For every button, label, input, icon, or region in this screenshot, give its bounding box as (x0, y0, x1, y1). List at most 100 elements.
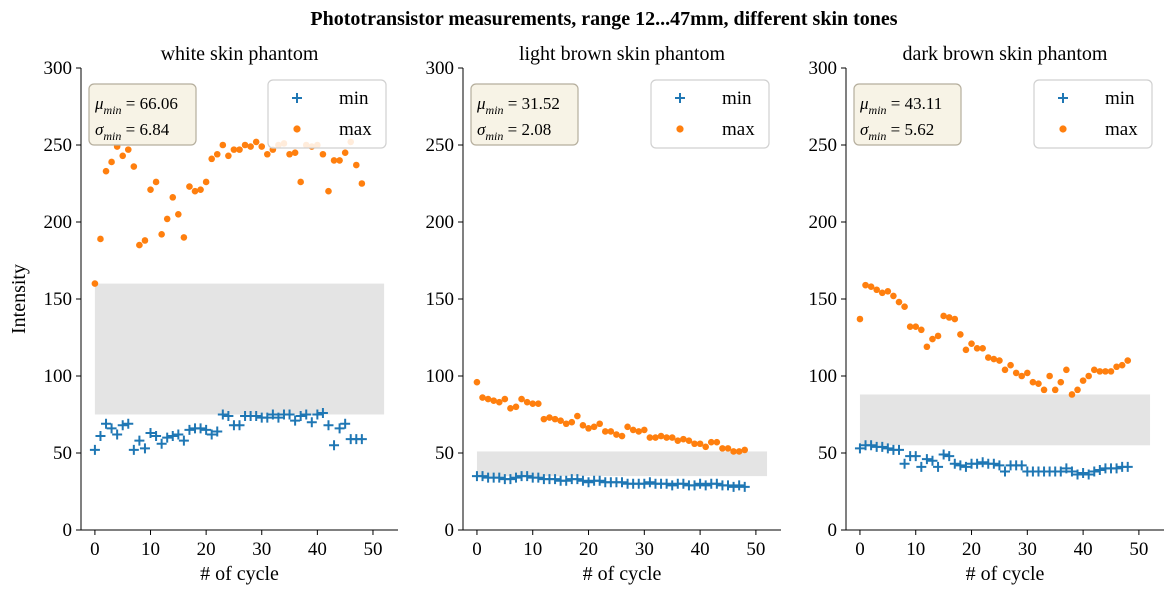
series-min (471, 471, 750, 492)
data-point-max (730, 448, 737, 455)
data-point-max (102, 167, 110, 175)
data-point-min (972, 458, 983, 469)
y-axis-label: Intensity (8, 264, 30, 334)
chart-panel-2: 0 50 100 150 200 250 300 0 10 20 30 40 50 # of cycle l… (426, 43, 781, 585)
legend: min max (267, 79, 387, 149)
data-point-max (934, 332, 942, 340)
y-tick-label: 50 (435, 443, 454, 464)
stat-sigma: σmin = 5.62 (860, 120, 934, 143)
data-point-max (291, 149, 299, 156)
data-point-max (180, 234, 188, 241)
data-point-min (728, 481, 739, 492)
data-point-max (641, 426, 648, 434)
data-point-min (334, 423, 345, 434)
data-point-max (1118, 361, 1126, 369)
data-point-max (124, 146, 132, 153)
data-point-min (949, 458, 960, 469)
data-point-min (1000, 466, 1010, 477)
x-tick-label: 30 (1018, 539, 1037, 560)
data-point-min (561, 475, 572, 486)
data-point-min (882, 443, 893, 454)
data-point-min (340, 418, 351, 429)
data-point-min (178, 435, 189, 446)
y-tick-label: 50 (818, 443, 837, 464)
data-point-max (596, 420, 603, 428)
data-point-min (921, 454, 932, 465)
y-tick-label: 250 (44, 135, 73, 156)
data-point-min (916, 461, 927, 472)
figure-suptitle: Phototransistor measurements, range 12..… (310, 8, 897, 30)
data-point-max (923, 343, 931, 351)
data-point-min (505, 474, 516, 485)
y-tick-label: 250 (809, 135, 838, 156)
data-point-max (507, 405, 514, 412)
data-point-min (711, 478, 722, 489)
x-axis-label: # of cycle (200, 563, 279, 585)
x-tick-label: 10 (906, 539, 925, 560)
data-point-max (1035, 380, 1042, 388)
data-point-min (866, 440, 877, 451)
data-point-min (944, 451, 955, 462)
data-point-min (689, 480, 700, 491)
data-point-min (1072, 469, 1083, 480)
stat-sigma: σmin = 2.08 (477, 120, 551, 143)
y-tick-label: 300 (809, 58, 838, 79)
data-point-max (147, 186, 154, 193)
stats-box: μmin = 66.06 σmin = 6.84 (88, 83, 197, 146)
data-point-max (562, 420, 570, 428)
y-tick-label: 200 (44, 212, 73, 233)
data-point-max (479, 394, 486, 401)
data-point-min (106, 423, 117, 434)
x-tick-label: 10 (141, 539, 160, 560)
x-tick-label: 20 (962, 539, 981, 560)
series-max (91, 138, 366, 287)
data-point-max (873, 286, 880, 294)
data-point-max (1018, 372, 1026, 380)
data-point-max (984, 354, 992, 361)
data-point-min (1078, 468, 1089, 479)
data-point-max (1074, 386, 1081, 394)
legend-marker-min (292, 93, 302, 103)
data-point-max (152, 178, 160, 186)
data-point-min (145, 427, 156, 438)
data-point-min (1111, 463, 1122, 474)
data-point-min (994, 460, 1005, 471)
data-point-max (130, 163, 138, 170)
data-point-max (691, 440, 698, 448)
chart-panel-1: 0 50 100 150 200 250 300 0 10 20 30 40 50 # of cycle I… (8, 43, 398, 585)
data-point-max (912, 323, 920, 331)
data-point-max (219, 141, 227, 149)
data-point-max (330, 157, 338, 164)
legend-label-max: max (722, 119, 755, 140)
data-point-max (213, 150, 221, 158)
data-point-max (724, 445, 732, 452)
data-point-min (95, 431, 106, 442)
shaded-band (859, 394, 1151, 446)
stats-box: μmin = 43.11 σmin = 5.62 (853, 83, 962, 146)
data-point-min (522, 471, 533, 482)
data-point-max (518, 395, 525, 403)
data-point-max (1096, 368, 1104, 375)
data-point-max (197, 186, 204, 193)
data-point-min (933, 461, 944, 472)
data-point-min (1061, 463, 1072, 474)
shaded-band (94, 283, 385, 415)
data-point-max (878, 289, 886, 297)
data-point-min (201, 424, 212, 435)
data-point-max (568, 418, 576, 426)
data-point-min (477, 471, 488, 482)
data-point-max (574, 412, 581, 420)
data-point-max (119, 152, 127, 160)
data-point-min (134, 435, 145, 446)
data-point-max (523, 398, 531, 406)
x-tick-label: 50 (1129, 539, 1148, 560)
data-point-min (511, 472, 521, 483)
data-point-max (325, 187, 332, 195)
data-point-min (162, 432, 173, 443)
data-point-min (217, 409, 228, 420)
data-point-max (208, 155, 215, 163)
data-point-min (195, 423, 206, 434)
data-point-max (862, 281, 869, 289)
data-point-max (674, 437, 682, 444)
